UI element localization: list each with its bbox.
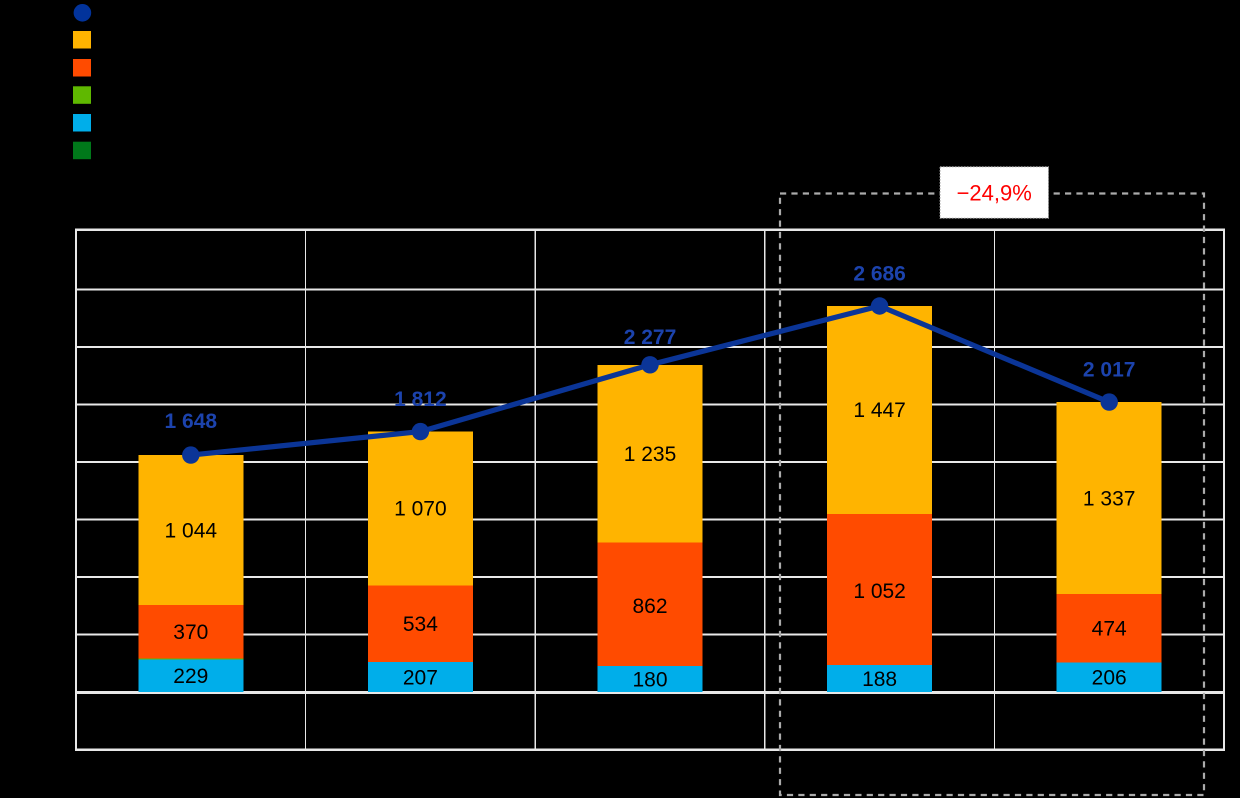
svg-text:2 277: 2 277 [624,326,677,349]
svg-text:229: 229 [173,665,208,688]
svg-text:1 052: 1 052 [853,580,906,603]
svg-text:2 017: 2 017 [1083,359,1136,382]
svg-text:1 044: 1 044 [165,519,218,542]
svg-text:862: 862 [632,595,667,618]
svg-text:1 235: 1 235 [624,443,677,466]
svg-text:1 812: 1 812 [394,388,447,411]
svg-text:1 070: 1 070 [394,498,447,521]
svg-text:180: 180 [632,668,667,691]
svg-text:1 447: 1 447 [853,399,906,422]
svg-text:534: 534 [403,613,438,636]
svg-text:207: 207 [403,666,438,689]
svg-text:188: 188 [862,668,897,691]
svg-text:−24,9%: −24,9% [957,181,1032,206]
svg-text:370: 370 [173,621,208,644]
svg-text:1 337: 1 337 [1083,487,1136,510]
svg-text:474: 474 [1092,618,1127,641]
svg-text:206: 206 [1092,666,1127,689]
svg-text:2 686: 2 686 [853,263,906,286]
svg-text:1 648: 1 648 [165,410,218,433]
